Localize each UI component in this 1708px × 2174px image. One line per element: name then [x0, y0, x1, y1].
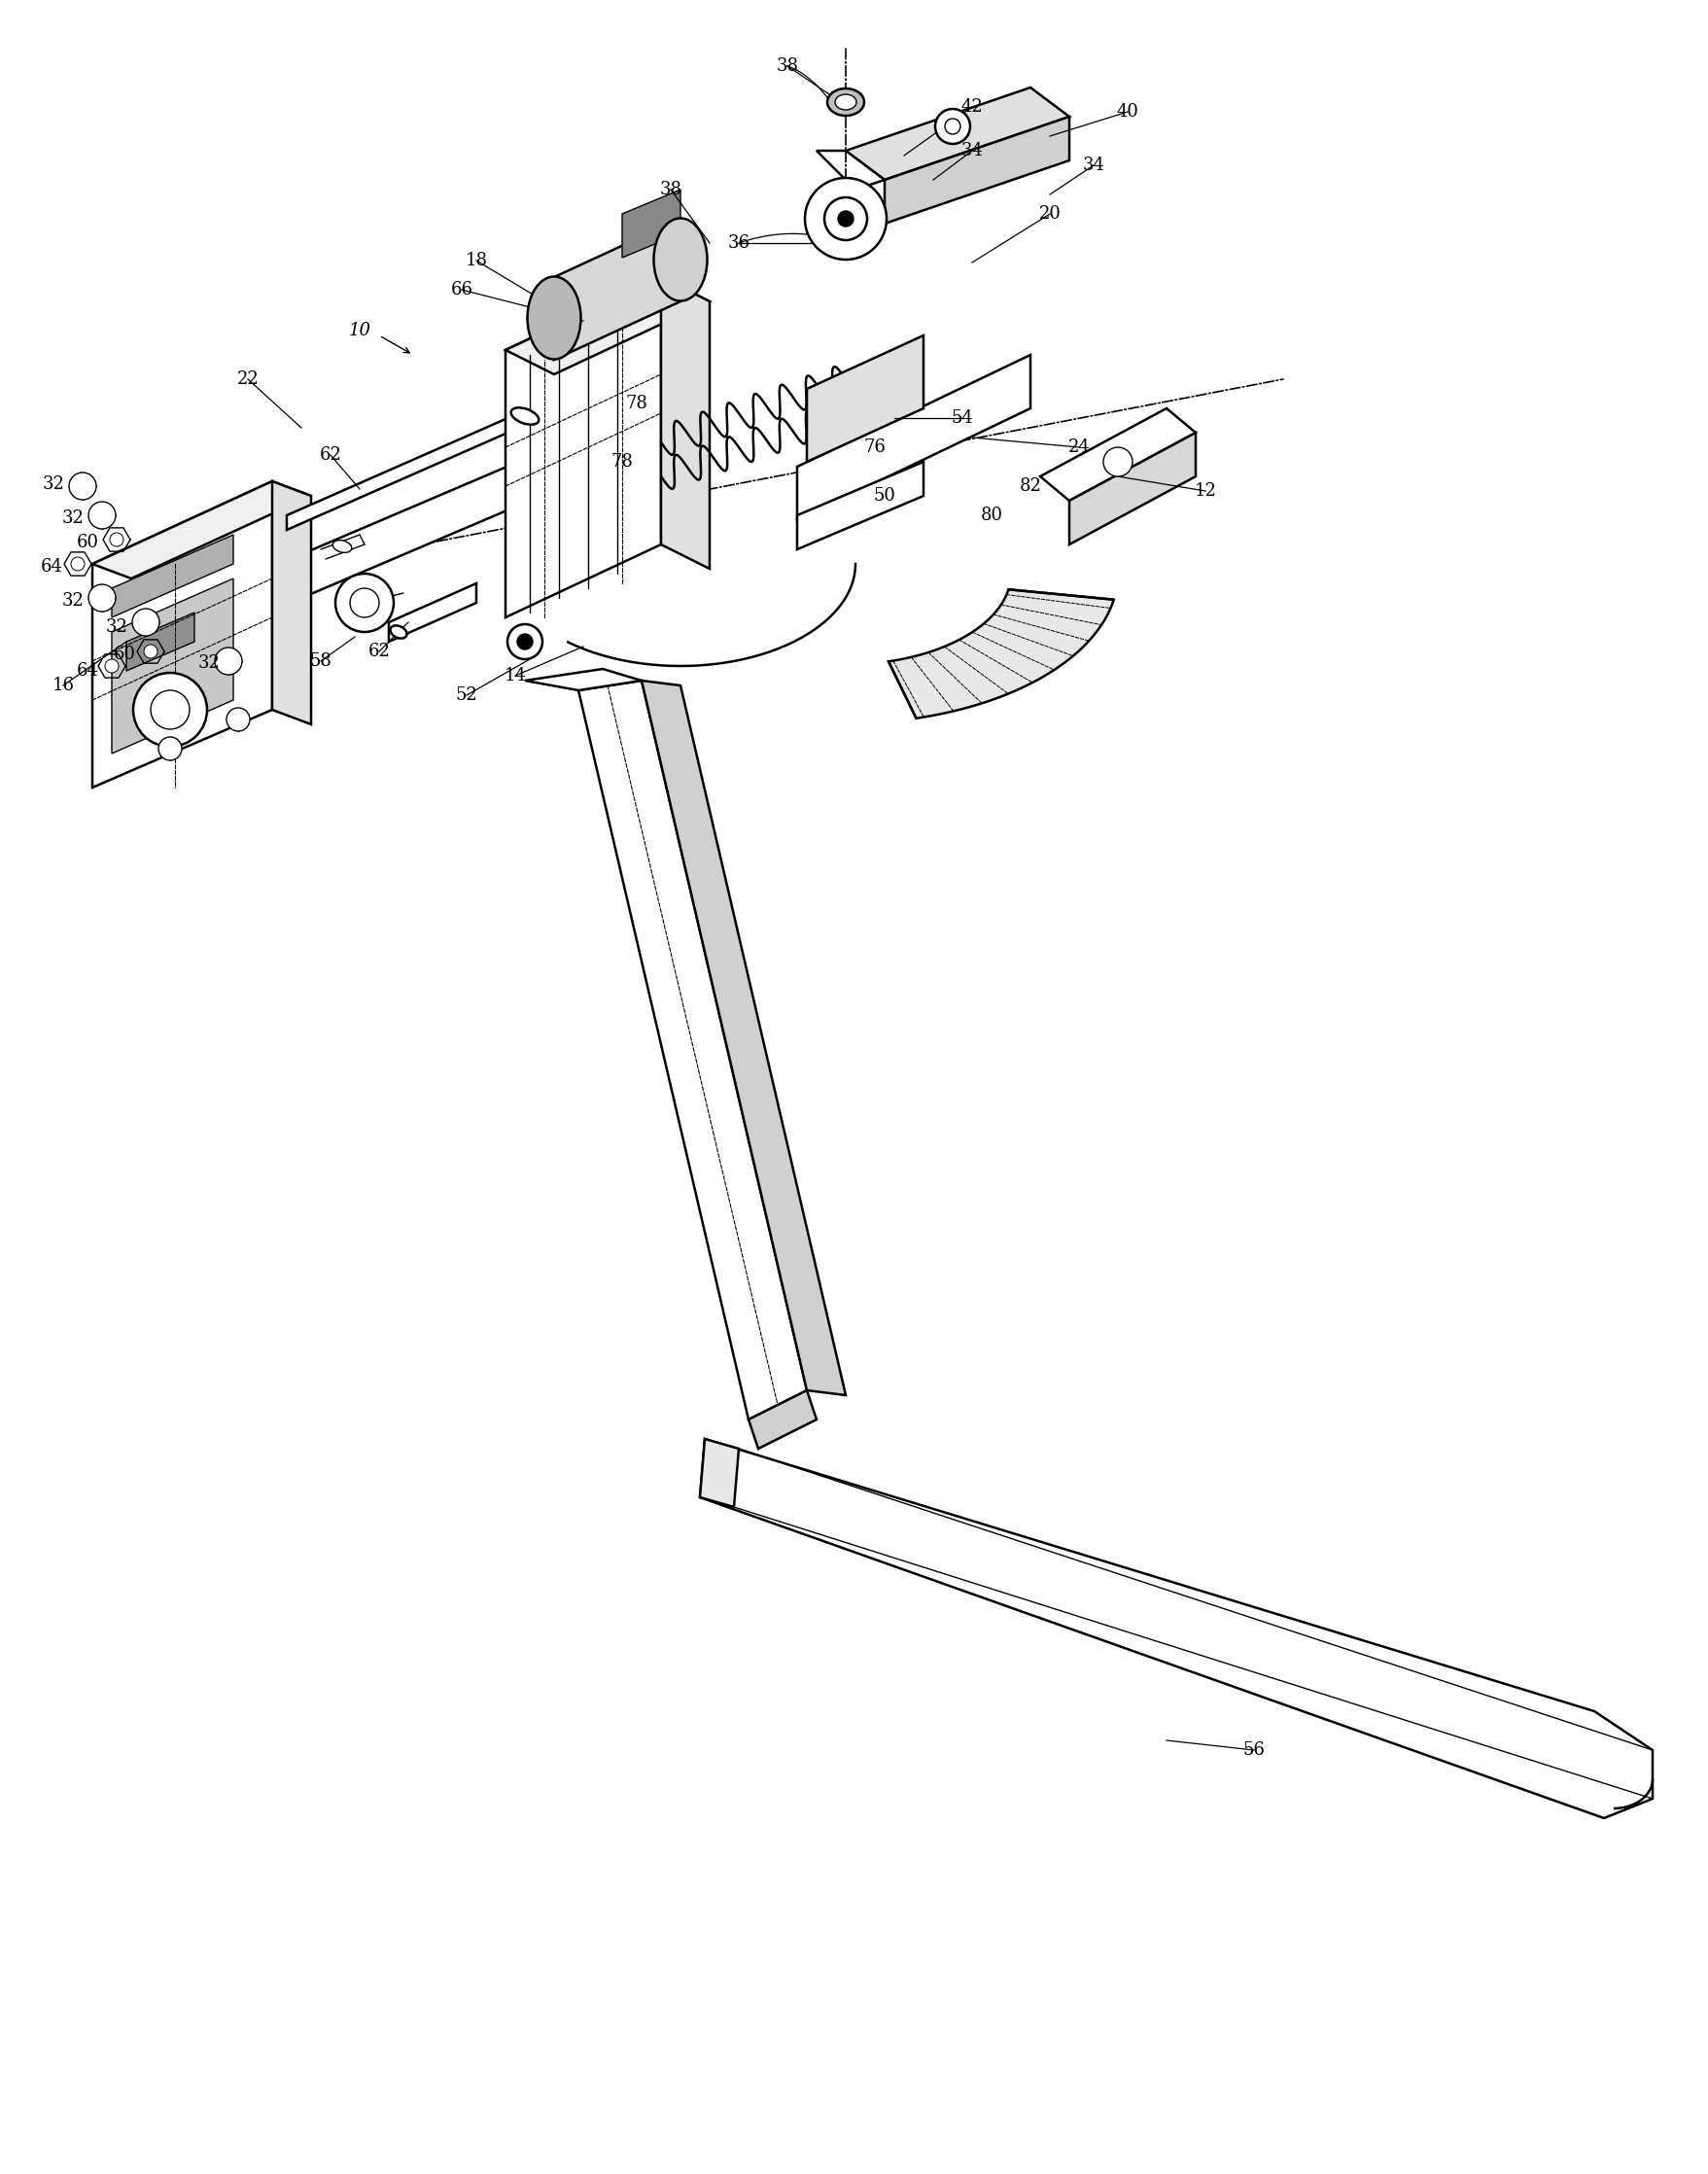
Text: 56: 56: [1243, 1741, 1266, 1759]
Polygon shape: [748, 1391, 816, 1448]
Text: 58: 58: [309, 652, 331, 670]
Polygon shape: [661, 276, 709, 570]
Circle shape: [89, 502, 116, 528]
Ellipse shape: [511, 409, 538, 424]
Text: 20: 20: [1038, 204, 1061, 222]
Polygon shape: [389, 583, 477, 641]
Text: 14: 14: [504, 667, 526, 685]
Text: 36: 36: [728, 235, 750, 252]
Text: 54: 54: [951, 409, 974, 426]
Text: 40: 40: [1117, 102, 1139, 120]
Polygon shape: [234, 441, 564, 626]
Text: 24: 24: [1068, 439, 1090, 457]
Text: 22: 22: [237, 370, 260, 387]
Ellipse shape: [654, 217, 707, 300]
Text: 38: 38: [659, 180, 681, 198]
Text: 80: 80: [980, 507, 1003, 524]
Text: 42: 42: [962, 98, 984, 115]
Text: 10: 10: [348, 322, 371, 339]
Circle shape: [1103, 448, 1132, 476]
Polygon shape: [642, 680, 845, 1396]
Text: 64: 64: [41, 559, 63, 576]
Circle shape: [109, 533, 123, 546]
Polygon shape: [885, 117, 1069, 224]
Text: 12: 12: [1194, 483, 1216, 500]
Polygon shape: [126, 613, 195, 672]
Polygon shape: [524, 670, 642, 691]
Text: 62: 62: [367, 644, 389, 661]
Text: 60: 60: [77, 535, 99, 552]
Polygon shape: [798, 354, 1030, 520]
Ellipse shape: [389, 626, 407, 639]
Text: 66: 66: [451, 280, 473, 298]
Circle shape: [945, 120, 960, 135]
Ellipse shape: [827, 89, 864, 115]
Text: 32: 32: [43, 476, 65, 493]
Circle shape: [132, 609, 159, 635]
Polygon shape: [798, 461, 924, 550]
Polygon shape: [92, 480, 272, 787]
Text: 32: 32: [61, 509, 84, 526]
Circle shape: [839, 211, 854, 226]
Polygon shape: [816, 150, 885, 189]
Text: 38: 38: [775, 57, 799, 74]
Circle shape: [159, 737, 181, 761]
Text: 34: 34: [962, 141, 984, 159]
Polygon shape: [1040, 409, 1196, 500]
Text: 32: 32: [61, 591, 84, 609]
Circle shape: [825, 198, 868, 239]
Circle shape: [215, 648, 243, 674]
Circle shape: [133, 672, 207, 746]
Text: 18: 18: [465, 252, 487, 270]
Text: 76: 76: [864, 439, 886, 457]
Circle shape: [150, 691, 190, 728]
Text: 78: 78: [611, 452, 634, 470]
Polygon shape: [111, 578, 234, 754]
Polygon shape: [92, 480, 311, 578]
Circle shape: [89, 585, 116, 611]
Circle shape: [350, 589, 379, 617]
Text: 62: 62: [319, 446, 342, 463]
Polygon shape: [806, 335, 924, 461]
Polygon shape: [845, 87, 1069, 180]
Polygon shape: [111, 535, 234, 617]
Text: 78: 78: [625, 396, 647, 413]
Text: 52: 52: [456, 687, 478, 704]
Circle shape: [335, 574, 395, 633]
Circle shape: [143, 646, 157, 659]
Text: 32: 32: [198, 654, 220, 672]
Ellipse shape: [835, 93, 856, 111]
Polygon shape: [506, 276, 709, 374]
Text: 60: 60: [113, 646, 135, 663]
Text: 34: 34: [1083, 157, 1105, 174]
Text: 16: 16: [51, 676, 75, 694]
Polygon shape: [272, 480, 311, 724]
Circle shape: [68, 472, 96, 500]
Circle shape: [518, 635, 533, 650]
Circle shape: [507, 624, 543, 659]
Polygon shape: [1069, 433, 1196, 544]
Circle shape: [104, 659, 118, 672]
Polygon shape: [579, 680, 806, 1420]
Text: 32: 32: [106, 617, 128, 635]
Circle shape: [72, 557, 85, 572]
Circle shape: [936, 109, 970, 143]
Ellipse shape: [528, 276, 581, 359]
Polygon shape: [622, 189, 680, 259]
Circle shape: [227, 709, 249, 730]
Polygon shape: [700, 1439, 1653, 1817]
Ellipse shape: [333, 541, 352, 552]
Text: 82: 82: [1020, 478, 1042, 496]
Circle shape: [804, 178, 886, 259]
Polygon shape: [700, 1439, 740, 1507]
Polygon shape: [506, 276, 661, 617]
Text: 50: 50: [873, 487, 895, 504]
Polygon shape: [553, 220, 680, 359]
Polygon shape: [888, 589, 1114, 717]
Text: 64: 64: [77, 663, 99, 680]
Polygon shape: [287, 409, 529, 530]
